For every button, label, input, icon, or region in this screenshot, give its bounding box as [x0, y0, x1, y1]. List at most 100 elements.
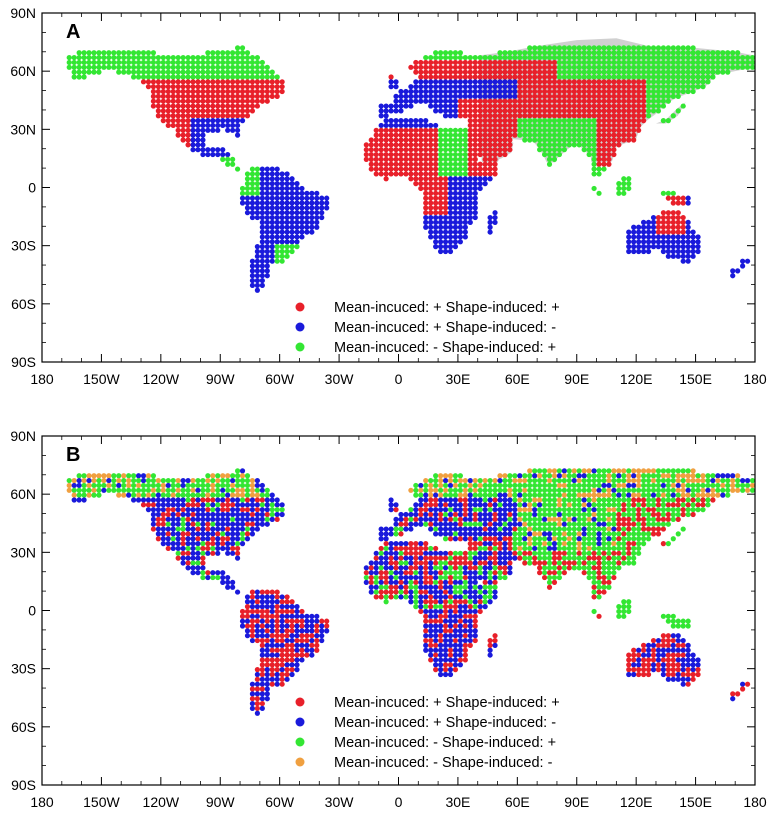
grid-point-pos_pos: [482, 161, 488, 167]
grid-point-neg_pos: [586, 137, 592, 143]
grid-point-neg_pos: [700, 79, 706, 85]
grid-point-neg_pos: [645, 487, 652, 493]
grid-point-pos_neg: [640, 248, 647, 255]
grid-point-neg_neg: [423, 477, 429, 484]
grid-point-pos_pos: [239, 608, 246, 615]
grid-point-pos_pos: [611, 137, 617, 143]
grid-point-neg_pos: [457, 161, 463, 167]
grid-point-neg_pos: [556, 122, 563, 129]
grid-point-neg_pos: [239, 477, 246, 484]
lon-tick-label: 150E: [679, 371, 712, 387]
grid-point-pos_neg: [423, 550, 429, 556]
grid-point-pos_pos: [145, 84, 152, 90]
grid-point-neg_pos: [373, 579, 379, 585]
grid-point-neg_pos: [205, 54, 211, 61]
grid-point-neg_pos: [462, 142, 468, 148]
grid-point-pos_pos: [606, 79, 612, 85]
grid-point-pos_pos: [690, 511, 696, 518]
grid-point-neg_pos: [126, 64, 132, 70]
grid-point-pos_pos: [423, 589, 429, 595]
grid-point-pos_neg: [447, 531, 454, 537]
grid-point-pos_pos: [655, 229, 662, 235]
grid-point-neg_pos: [541, 521, 548, 527]
grid-point-pos_neg: [150, 497, 157, 503]
grid-point-pos_pos: [234, 88, 241, 95]
grid-point-neg_pos: [447, 156, 454, 162]
grid-point-neg_pos: [551, 118, 558, 124]
grid-point-neg_pos: [675, 108, 681, 114]
grid-point-pos_neg: [269, 224, 275, 230]
grid-point-neg_pos: [596, 74, 602, 80]
grid-point-pos_neg: [487, 647, 493, 653]
grid-point-pos_pos: [467, 137, 473, 143]
grid-point-pos_pos: [259, 88, 265, 95]
grid-point-neg_pos: [611, 521, 617, 527]
grid-point-pos_pos: [576, 550, 582, 556]
grid-point-pos_neg: [457, 185, 463, 192]
grid-point-neg_pos: [611, 59, 617, 66]
grid-point-pos_neg: [665, 239, 671, 245]
grid-point-pos_neg: [477, 584, 483, 590]
grid-point-pos_pos: [626, 108, 632, 114]
grid-point-pos_neg: [398, 93, 404, 99]
grid-point-neg_neg: [249, 492, 256, 498]
grid-point-pos_pos: [492, 536, 498, 542]
grid-point-neg_pos: [106, 54, 112, 61]
grid-point-neg_neg: [230, 492, 236, 498]
grid-point-pos_pos: [264, 613, 270, 619]
grid-point-neg_pos: [537, 550, 543, 556]
grid-point-pos_neg: [259, 696, 265, 702]
grid-point-pos_pos: [467, 142, 473, 148]
grid-point-pos_pos: [447, 516, 454, 522]
grid-point-neg_pos: [586, 541, 592, 547]
grid-point-pos_pos: [645, 526, 652, 532]
grid-point-pos_neg: [482, 574, 488, 581]
grid-point-pos_pos: [393, 560, 399, 566]
grid-point-pos_pos: [274, 618, 280, 624]
grid-point-neg_pos: [541, 507, 548, 513]
grid-point-neg_pos: [735, 64, 741, 70]
grid-point-pos_pos: [626, 127, 632, 133]
grid-point-pos_neg: [294, 181, 300, 187]
grid-point-pos_pos: [606, 113, 612, 119]
grid-point-pos_neg: [259, 705, 265, 712]
grid-point-pos_pos: [502, 59, 508, 66]
grid-point-pos_neg: [259, 181, 265, 187]
grid-point-pos_neg: [309, 205, 315, 211]
grid-point-pos_neg: [487, 565, 493, 571]
grid-point-neg_pos: [522, 118, 528, 124]
grid-point-neg_pos: [467, 599, 473, 605]
grid-point-neg_pos: [487, 584, 493, 590]
grid-point-neg_pos: [195, 54, 201, 61]
grid-point-pos_pos: [502, 74, 508, 80]
grid-point-neg_pos: [561, 64, 567, 70]
grid-point-neg_pos: [274, 258, 280, 264]
grid-point-pos_pos: [383, 166, 389, 172]
grid-point-pos_neg: [403, 103, 409, 109]
grid-point-pos_neg: [190, 545, 196, 552]
grid-point-pos_neg: [670, 248, 676, 255]
grid-point-pos_neg: [457, 604, 463, 610]
grid-point-pos_pos: [596, 79, 602, 85]
grid-point-pos_neg: [403, 541, 409, 547]
grid-point-pos_neg: [408, 589, 414, 595]
grid-point-neg_pos: [532, 132, 538, 138]
grid-point-pos_neg: [433, 570, 439, 576]
grid-point-pos_pos: [269, 681, 275, 687]
grid-point-neg_neg: [749, 482, 755, 489]
grid-point-neg_pos: [497, 526, 503, 532]
grid-point-pos_neg: [180, 511, 186, 518]
grid-point-pos_neg: [190, 565, 196, 571]
grid-point-pos_neg: [205, 118, 211, 124]
grid-point-pos_pos: [517, 103, 523, 109]
grid-point-neg_pos: [96, 64, 102, 70]
grid-point-pos_neg: [195, 118, 201, 124]
grid-point-pos_pos: [234, 108, 241, 114]
grid-point-neg_pos: [378, 565, 384, 571]
grid-point-neg_pos: [586, 151, 592, 158]
grid-point-neg_pos: [740, 64, 746, 70]
grid-point-pos_pos: [616, 142, 622, 148]
grid-point-neg_pos: [561, 127, 567, 133]
grid-point-neg_pos: [591, 473, 597, 479]
grid-point-neg_pos: [517, 526, 523, 532]
